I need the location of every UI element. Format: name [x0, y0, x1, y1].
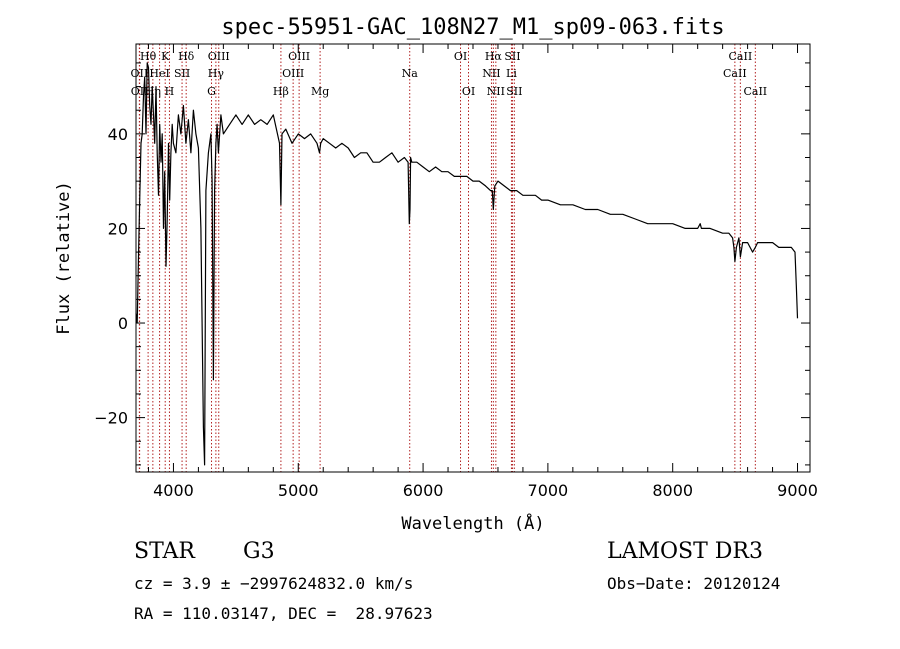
line-label-25: CaII — [723, 67, 747, 80]
x-tick-label-1: 5000 — [278, 481, 319, 500]
coordinates-text: RA = 110.03147, DEC = 28.97623 — [134, 604, 433, 623]
line-label-15: Mg — [311, 85, 329, 98]
line-label-2: OII — [131, 85, 149, 98]
line-label-16: Na — [402, 67, 419, 80]
x-tick-label-3: 7000 — [528, 481, 569, 500]
spectrum-line — [135, 62, 799, 466]
y-tick-label-3: 40 — [108, 125, 128, 144]
y-tick-label-1: 0 — [118, 314, 128, 333]
line-label-24: SII — [506, 85, 522, 98]
line-label-7: SII — [174, 67, 190, 80]
line-label-20: Hα — [485, 50, 503, 63]
axis-ticks-group — [136, 44, 810, 472]
line-label-1: OII — [131, 67, 149, 80]
line-label-23: Li — [506, 67, 517, 80]
line-label-13: OIII — [282, 67, 304, 80]
line-label-27: CaII — [743, 85, 767, 98]
x-tick-label-2: 6000 — [403, 481, 444, 500]
plot-frame — [135, 43, 811, 473]
line-label-0: Hθ — [140, 50, 157, 63]
line-label-9: Hγ — [208, 67, 225, 80]
line-label-8: Hδ — [178, 50, 195, 63]
line-label-14: OIII — [288, 50, 310, 63]
line-label-10: G — [207, 85, 216, 98]
line-label-12: Hβ — [273, 85, 289, 98]
line-label-4: HeI — [149, 67, 169, 80]
line-label-26: CaII — [729, 50, 753, 63]
line-label-22: SII — [504, 50, 520, 63]
redshift-text: cz = 3.9 ± −2997624832.0 km/s — [134, 574, 414, 593]
object-type: STAR — [134, 539, 195, 564]
line-label-11: OIII — [208, 50, 230, 63]
survey-name: LAMOST DR3 — [607, 539, 763, 564]
line-label-17: OI — [454, 50, 467, 63]
y-axis-label: Flux (relative) — [54, 181, 74, 335]
y-tick-label-0: −20 — [94, 409, 128, 428]
x-axis-label: Wavelength (Å) — [401, 512, 544, 534]
line-label-3: Hη — [145, 85, 161, 98]
line-labels-group: HθOIIOIIHηHeIKHSIIHδHγGOIIIHβOIIIOIIIMgN… — [131, 50, 768, 98]
chart-title: spec-55951-GAC_108N27_M1_sp09-063.fits — [221, 15, 724, 40]
line-label-19: NII — [482, 67, 500, 80]
line-label-18: OI — [462, 85, 475, 98]
line-label-6: H — [165, 85, 175, 98]
x-tick-label-5: 9000 — [777, 481, 818, 500]
y-tick-label-2: 20 — [108, 219, 128, 238]
line-label-5: K — [161, 50, 170, 63]
obs-date: Obs−Date: 20120124 — [607, 574, 781, 593]
x-tick-label-4: 8000 — [652, 481, 693, 500]
x-tick-label-0: 4000 — [153, 481, 194, 500]
tick-labels-group: 4000 5000 6000 7000 8000 9000 −20 0 20 40 — [94, 125, 818, 500]
line-label-21: NII — [487, 85, 505, 98]
subclass: G3 — [243, 539, 275, 564]
line-markers-group — [138, 44, 756, 472]
